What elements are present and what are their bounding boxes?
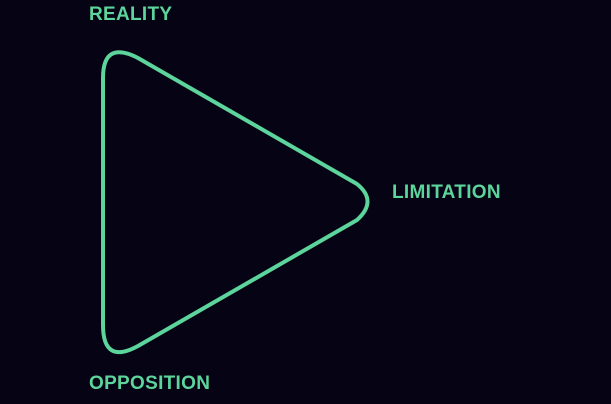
limitation-label: LIMITATION xyxy=(392,182,501,203)
reality-label: REALITY xyxy=(89,4,173,25)
opposition-label: OPPOSITION xyxy=(89,373,211,394)
triangle-outline xyxy=(101,50,370,355)
